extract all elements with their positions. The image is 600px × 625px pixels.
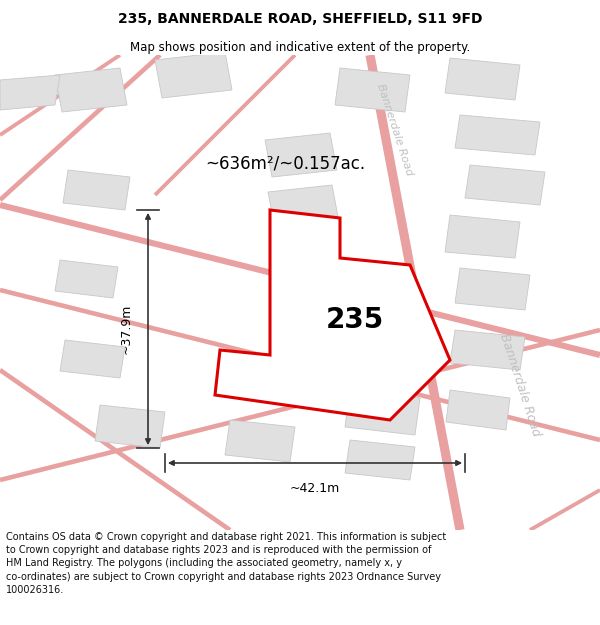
Polygon shape bbox=[55, 68, 127, 112]
Polygon shape bbox=[55, 260, 118, 298]
Polygon shape bbox=[446, 390, 510, 430]
Polygon shape bbox=[95, 405, 165, 448]
Text: Contains OS data © Crown copyright and database right 2021. This information is : Contains OS data © Crown copyright and d… bbox=[6, 532, 446, 595]
Polygon shape bbox=[60, 340, 125, 378]
Polygon shape bbox=[345, 390, 420, 435]
Text: ~42.1m: ~42.1m bbox=[290, 482, 340, 495]
Polygon shape bbox=[265, 133, 337, 177]
Polygon shape bbox=[465, 165, 545, 205]
Polygon shape bbox=[335, 68, 410, 112]
Polygon shape bbox=[225, 420, 295, 462]
Polygon shape bbox=[345, 440, 415, 480]
Text: Bannerdale Road: Bannerdale Road bbox=[376, 82, 415, 178]
Polygon shape bbox=[268, 185, 339, 229]
Text: Bannerdale Road: Bannerdale Road bbox=[497, 332, 543, 438]
Text: ~37.9m: ~37.9m bbox=[120, 304, 133, 354]
Polygon shape bbox=[0, 75, 60, 110]
Text: 235, BANNERDALE ROAD, SHEFFIELD, S11 9FD: 235, BANNERDALE ROAD, SHEFFIELD, S11 9FD bbox=[118, 12, 482, 26]
Polygon shape bbox=[215, 210, 450, 420]
Text: Map shows position and indicative extent of the property.: Map shows position and indicative extent… bbox=[130, 41, 470, 54]
Polygon shape bbox=[445, 58, 520, 100]
Polygon shape bbox=[450, 330, 525, 370]
Polygon shape bbox=[445, 215, 520, 258]
Text: ~636m²/~0.157ac.: ~636m²/~0.157ac. bbox=[205, 154, 365, 172]
Polygon shape bbox=[155, 52, 232, 98]
Text: 235: 235 bbox=[326, 306, 384, 334]
Polygon shape bbox=[455, 115, 540, 155]
Polygon shape bbox=[63, 170, 130, 210]
Polygon shape bbox=[455, 268, 530, 310]
